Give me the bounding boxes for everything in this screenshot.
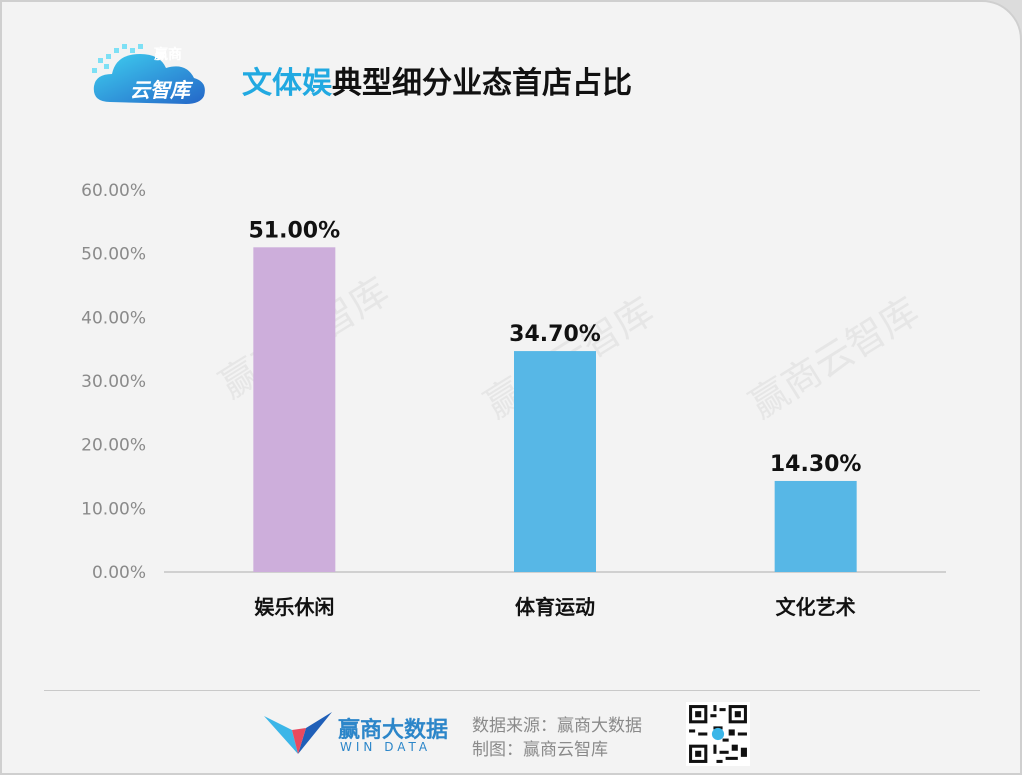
brand-name-en: WIN DATA — [340, 740, 432, 754]
x-tick-label: 娱乐休闲 — [254, 595, 334, 619]
y-tick-label: 60.00% — [81, 181, 146, 201]
title-highlight: 文体娱 — [242, 66, 332, 101]
brand-name-cn: 赢商大数据 — [338, 718, 449, 743]
logo-text-bottom: 云智库 — [130, 78, 190, 102]
source-note: 数据来源：赢商大数据 制图：赢商云智库 — [472, 714, 642, 762]
data-label: 14.30% — [770, 452, 862, 477]
x-tick-label: 文化艺术 — [776, 595, 856, 619]
logo-text-top: 赢商 — [154, 47, 182, 63]
bar — [514, 351, 596, 572]
data-label: 51.00% — [249, 218, 341, 243]
windata-logo-icon — [264, 712, 332, 754]
bar — [774, 480, 857, 572]
title-rest: 典型细分业态首店占比 — [332, 66, 632, 101]
footer-divider — [44, 690, 980, 691]
bar — [253, 247, 336, 573]
cloud-logo-icon — [92, 44, 205, 104]
bar-chart: 0.00% 10.00% 20.00% 30.00% 40.00% 50.00% 60.00… — [81, 181, 946, 619]
y-tick-label: 50.00% — [81, 245, 146, 265]
page-title: 文体娱典型细分业态首店占比 — [242, 58, 632, 102]
y-tick-label: 30.00% — [81, 372, 146, 392]
y-tick-label: 20.00% — [81, 436, 146, 456]
x-tick-label: 体育运动 — [515, 595, 595, 619]
made-by-text: 制图：赢商云智库 — [472, 740, 608, 760]
data-label: 34.70% — [509, 322, 601, 347]
y-tick-label: 10.00% — [81, 499, 146, 519]
y-tick-label: 0.00% — [92, 563, 146, 583]
qr-code-icon — [686, 702, 750, 766]
data-source-text: 数据来源：赢商大数据 — [472, 716, 642, 736]
y-tick-label: 40.00% — [81, 308, 146, 328]
